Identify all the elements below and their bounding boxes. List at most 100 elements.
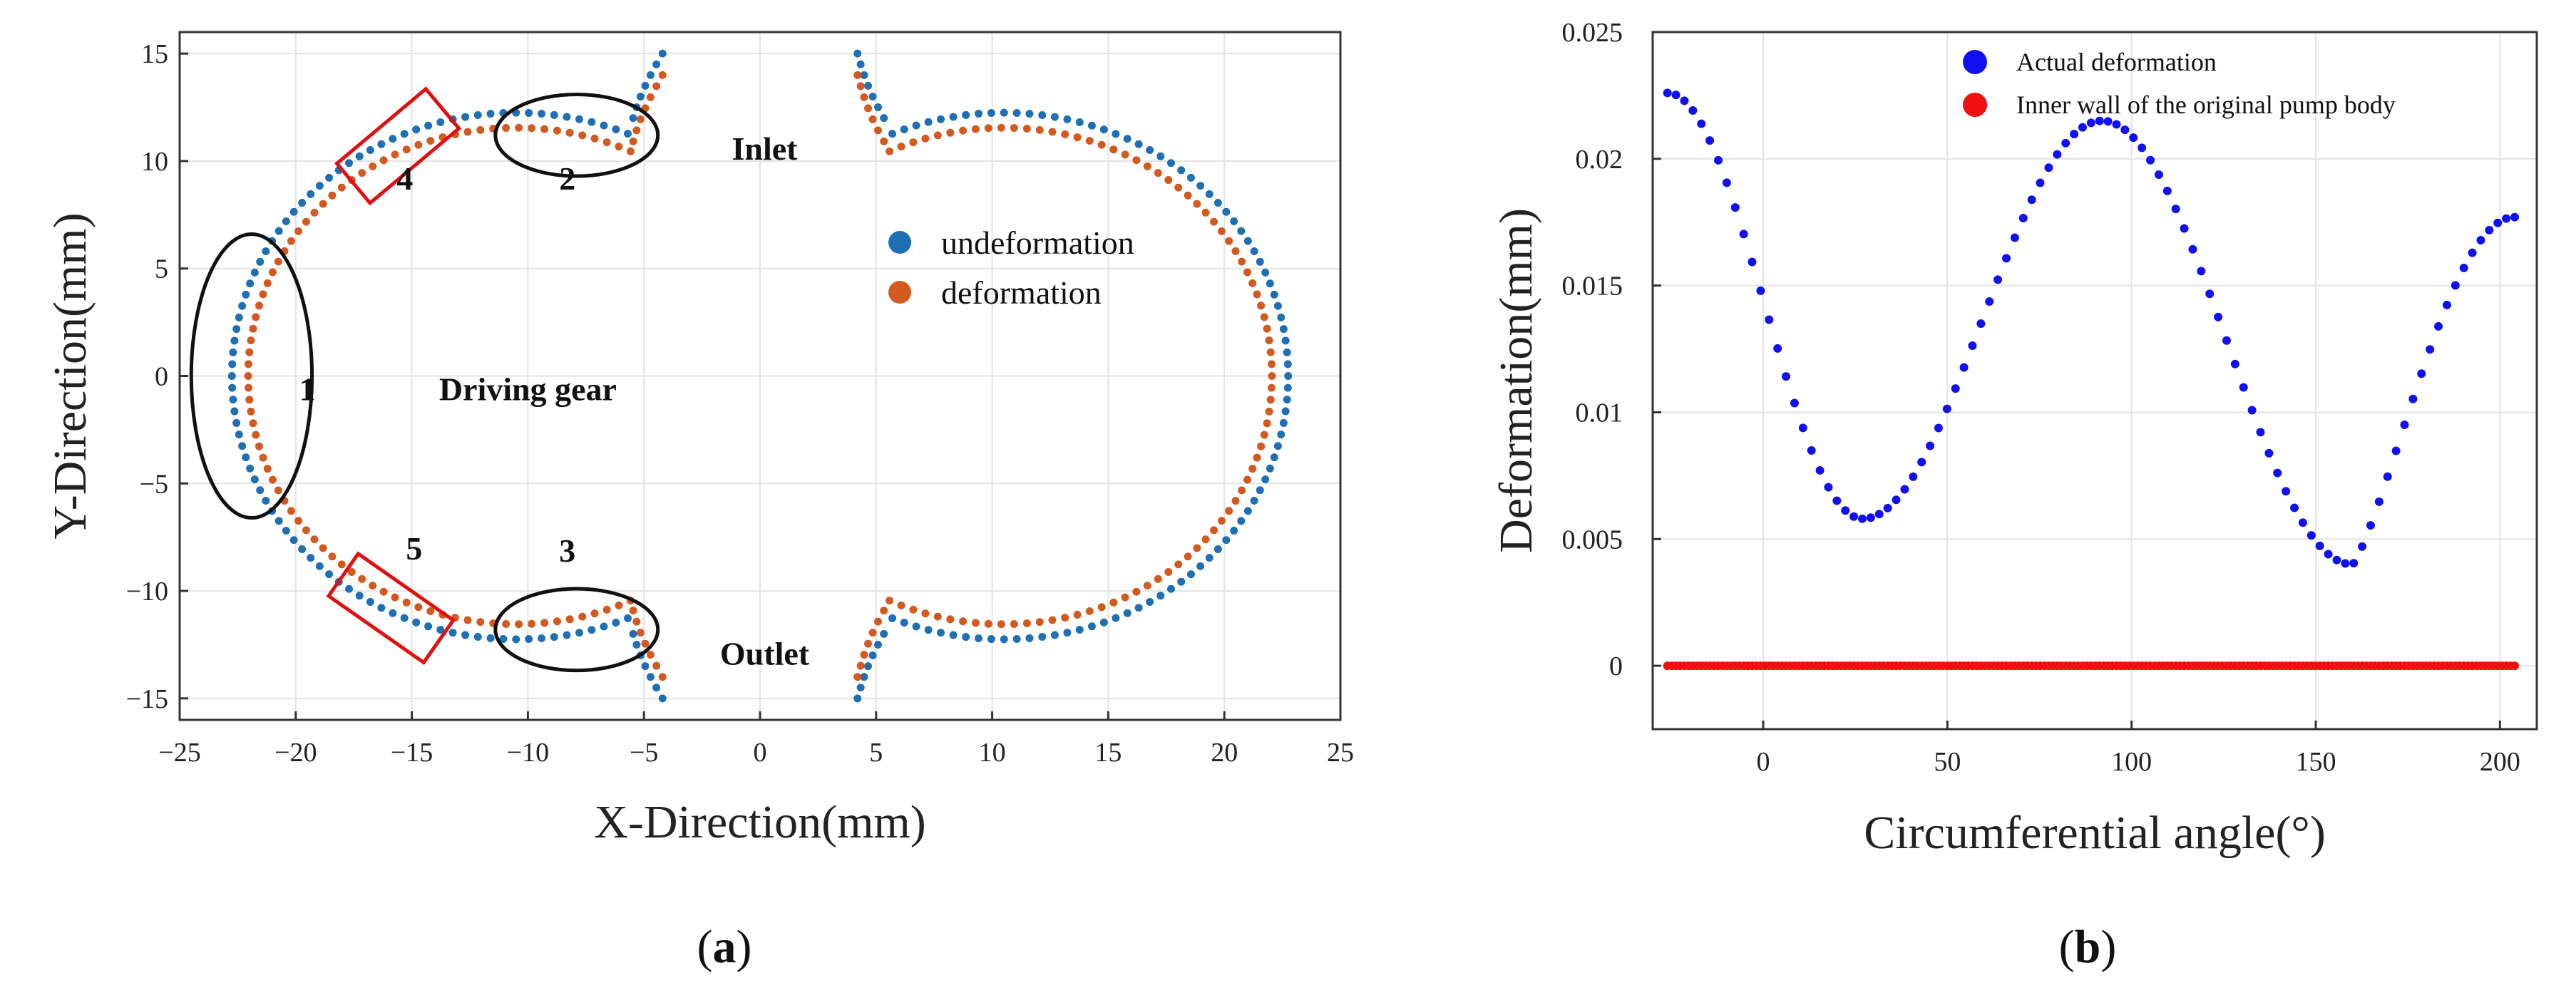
data-point-actual-deformation xyxy=(2205,289,2215,299)
data-point-deformation xyxy=(337,183,346,192)
data-point-deformation xyxy=(358,574,366,583)
data-point-undeformation xyxy=(937,629,945,637)
data-point-undeformation xyxy=(1237,517,1246,525)
data-point-actual-deformation xyxy=(1815,465,1825,475)
data-point-undeformation xyxy=(436,118,445,126)
data-point-deformation xyxy=(997,620,1005,629)
data-point-undeformation xyxy=(228,383,237,392)
data-point-deformation xyxy=(565,128,574,137)
data-point-deformation xyxy=(578,612,587,621)
data-point-actual-deformation xyxy=(1985,297,1994,306)
data-point-undeformation xyxy=(1205,190,1213,198)
data-point-deformation xyxy=(1201,208,1210,217)
data-point-deformation xyxy=(641,639,650,648)
data-point-actual-deformation xyxy=(2010,233,2019,242)
data-point-undeformation xyxy=(1283,383,1292,392)
panel-a-x-axis-label: X-Direction(mm) xyxy=(594,796,926,848)
data-point-deformation xyxy=(1268,383,1276,392)
data-point-deformation xyxy=(502,620,510,629)
data-point-undeformation xyxy=(238,301,247,310)
data-point-undeformation xyxy=(912,622,920,631)
y-tick-label: 0.015 xyxy=(1562,272,1623,301)
data-point-undeformation xyxy=(949,631,958,639)
data-point-deformation xyxy=(515,123,523,132)
data-point-deformation xyxy=(1097,140,1106,149)
data-point-deformation xyxy=(853,673,862,681)
data-point-undeformation xyxy=(652,60,661,68)
data-point-deformation xyxy=(252,313,260,321)
y-tick-label: −15 xyxy=(126,684,168,714)
panel-a-y-ticks: −15 −10 −5 0 5 10 15 xyxy=(126,39,188,714)
data-point-undeformation xyxy=(448,629,457,637)
data-point-undeformation xyxy=(229,396,237,404)
x-tick-label: 50 xyxy=(1934,747,1961,777)
data-point-deformation xyxy=(553,126,561,135)
data-point-deformation xyxy=(255,442,263,450)
data-point-deformation xyxy=(629,607,637,615)
data-point-undeformation xyxy=(1222,536,1231,545)
data-point-deformation xyxy=(853,71,862,79)
data-point-deformation xyxy=(1010,620,1018,629)
data-point-actual-deformation xyxy=(1857,514,1867,523)
data-point-deformation xyxy=(249,419,257,428)
data-point-deformation xyxy=(856,82,865,91)
data-point-actual-deformation xyxy=(1680,96,1689,105)
data-point-actual-deformation xyxy=(1713,155,1723,165)
data-point-undeformation xyxy=(307,554,315,562)
y-tick-label: 0 xyxy=(1609,651,1623,681)
data-point-undeformation xyxy=(1243,237,1252,245)
panel-a-y-axis-label: Y-Direction(mm) xyxy=(44,212,96,539)
data-point-undeformation xyxy=(229,348,237,356)
data-point-undeformation xyxy=(632,640,641,649)
data-point-deformation xyxy=(553,617,561,626)
data-point-deformation xyxy=(1097,603,1106,612)
data-point-deformation xyxy=(873,617,882,626)
data-point-actual-deformation xyxy=(2171,205,2180,214)
data-point-undeformation xyxy=(1250,247,1258,256)
data-point-undeformation xyxy=(1166,159,1175,167)
data-point-undeformation xyxy=(461,113,470,121)
data-point-deformation xyxy=(252,431,260,439)
data-point-deformation xyxy=(629,137,637,145)
data-point-deformation xyxy=(379,587,388,596)
panel-a-region-markers xyxy=(189,86,660,673)
data-point-actual-deformation xyxy=(1832,496,1842,505)
data-point-undeformation xyxy=(1270,290,1278,299)
data-point-deformation xyxy=(414,140,423,149)
data-point-undeformation xyxy=(1134,140,1143,148)
data-point-actual-deformation xyxy=(1926,441,1935,450)
data-point-deformation xyxy=(997,123,1005,132)
data-point-actual-deformation xyxy=(1705,136,1715,145)
data-point-deformation xyxy=(1268,372,1276,380)
data-point-deformation xyxy=(247,407,255,416)
data-point-undeformation xyxy=(880,114,888,123)
data-point-undeformation xyxy=(652,684,661,692)
annotation-region-4: 4 xyxy=(396,160,413,197)
data-point-actual-deformation xyxy=(1765,315,1774,324)
data-point-actual-deformation xyxy=(1849,512,1859,521)
region-3-ellipse xyxy=(493,587,660,673)
data-point-deformation xyxy=(1201,535,1210,544)
data-point-undeformation xyxy=(1000,108,1008,117)
panel-b-series xyxy=(1663,88,2519,671)
panel-b-x-ticks: 0 50 100 150 200 xyxy=(1757,721,2520,777)
data-point-undeformation xyxy=(1279,418,1288,427)
data-point-undeformation xyxy=(900,125,908,133)
data-point-deformation xyxy=(302,526,310,535)
y-tick-label: 5 xyxy=(155,254,168,284)
x-tick-label: 15 xyxy=(1094,738,1122,768)
data-point-deformation xyxy=(1184,191,1192,200)
data-point-actual-deformation xyxy=(2408,394,2418,403)
data-point-deformation xyxy=(1061,130,1069,138)
data-point-actual-deformation xyxy=(2493,218,2503,227)
y-tick-label: 15 xyxy=(141,39,168,69)
data-point-actual-deformation xyxy=(2502,214,2511,223)
data-point-undeformation xyxy=(1196,182,1205,190)
data-point-deformation xyxy=(602,605,611,614)
data-point-undeformation xyxy=(1266,464,1274,473)
data-point-deformation xyxy=(1048,616,1057,624)
data-point-undeformation xyxy=(1087,121,1096,130)
data-point-actual-deformation xyxy=(2162,186,2172,195)
data-point-undeformation xyxy=(461,631,470,639)
